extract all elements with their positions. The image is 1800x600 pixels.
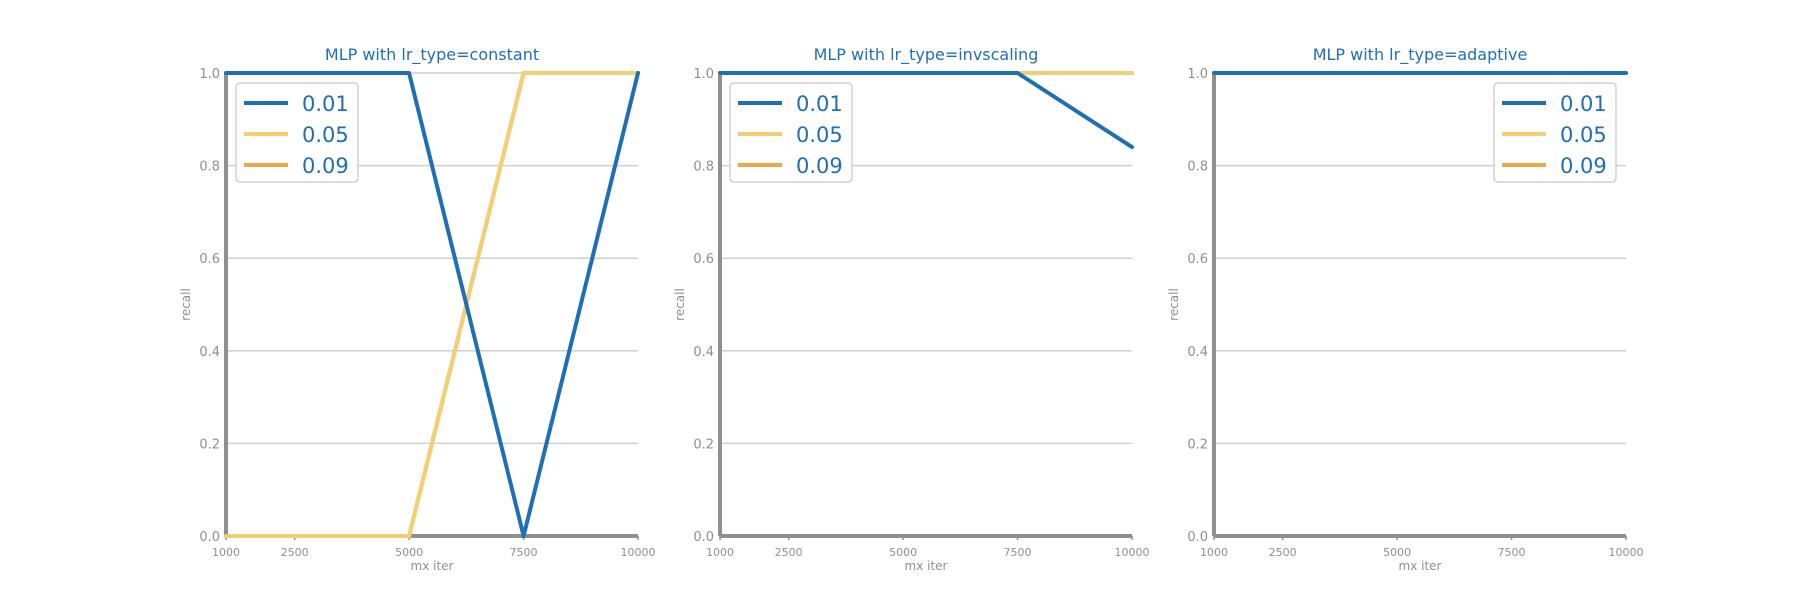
legend-box [729,82,853,183]
x-axis-label: mx iter [411,559,454,573]
series-line-0.01 [718,71,1134,150]
x-tick-label: 10000 [1609,546,1644,559]
legend-label: 0.05 [302,123,349,147]
y-axis-label: recall [179,288,193,321]
y-tick-label: 0.0 [1187,530,1208,545]
chart-title: MLP with lr_type=constant [325,45,539,65]
x-tick-label: 5000 [395,546,423,559]
y-tick-label: 1.0 [199,67,220,82]
legend: 0.01 0.05 0.09 [1493,82,1617,183]
y-tick-label: 0.4 [199,345,220,360]
x-tick-label: 1000 [1200,546,1228,559]
x-tick-label: 10000 [1115,546,1150,559]
legend-label: 0.01 [302,92,349,116]
y-axis-label: recall [673,288,687,321]
y-tick-label: 0.0 [693,530,714,545]
x-tick-label: 5000 [889,546,917,559]
legend: 0.01 0.05 0.09 [729,82,853,183]
x-tick-label: 7500 [1004,546,1032,559]
series-line-0.01 [224,71,640,538]
x-tick-label: 10000 [621,546,656,559]
legend-label: 0.05 [1560,123,1607,147]
y-tick-label: 0.2 [693,437,714,452]
x-tick-label: 1000 [706,546,734,559]
y-tick-label: 0.6 [1187,252,1208,267]
chart-panel-2: MLP with lr_type=invscaling 0.0 0.2 0.4 0.6 0… [673,45,1150,573]
chart-title: MLP with lr_type=invscaling [814,45,1039,65]
y-tick-label: 1.0 [1187,67,1208,82]
y-tick-label: 0.8 [1187,160,1208,175]
x-tick-label: 2500 [775,546,803,559]
legend: 0.01 0.05 0.09 [235,82,359,183]
legend-box [1493,82,1617,183]
y-tick-label: 0.6 [693,252,714,267]
y-tick-label: 0.2 [1187,437,1208,452]
y-tick-label: 0.8 [199,160,220,175]
y-tick-label: 0.4 [693,345,714,360]
y-tick-label: 0.4 [1187,345,1208,360]
x-axis-label: mx iter [1399,559,1442,573]
y-tick-label: 0.0 [199,530,220,545]
x-tick-label: 7500 [510,546,538,559]
y-tick-label: 0.2 [199,437,220,452]
legend-box [235,82,359,183]
chart-panel-1: MLP with lr_type=constant 0.0 0.2 0.4 0.6 0.8… [179,45,656,573]
legend-label: 0.09 [302,154,349,178]
y-tick-label: 0.6 [199,252,220,267]
x-tick-label: 5000 [1383,546,1411,559]
legend-label: 0.05 [796,123,843,147]
chart-title: MLP with lr_type=adaptive [1313,45,1528,65]
x-tick-label: 2500 [1269,546,1297,559]
x-tick-label: 2500 [281,546,309,559]
x-tick-label: 7500 [1498,546,1526,559]
chart-panel-3: MLP with lr_type=adaptive 0.0 0.2 0.4 0.6 0.8… [1167,45,1644,573]
y-axis-label: recall [1167,288,1181,321]
legend-label: 0.09 [1560,154,1607,178]
series-line-0.05 [224,71,640,538]
y-tick-label: 0.8 [693,160,714,175]
x-tick-label: 1000 [212,546,240,559]
y-tick-label: 1.0 [693,67,714,82]
legend-label: 0.01 [796,92,843,116]
x-axis-label: mx iter [905,559,948,573]
legend-label: 0.09 [796,154,843,178]
legend-label: 0.01 [1560,92,1607,116]
